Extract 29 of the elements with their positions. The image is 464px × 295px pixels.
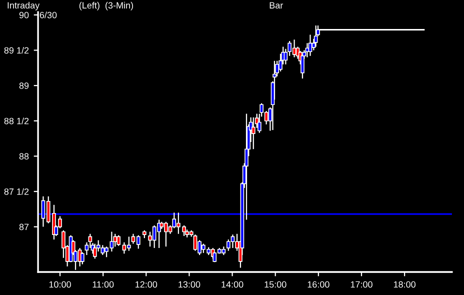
- text: Intraday: [8, 2, 40, 10]
- y-tick-label: 87: [19, 224, 29, 230]
- x-tick-label: 13:00: [178, 281, 200, 288]
- y-tick-label: 89 1/2: [4, 46, 29, 54]
- x-tick-label: 11:00: [92, 281, 114, 288]
- y-tick-label: 90: [19, 12, 29, 18]
- x-tick-label: 18:00: [394, 281, 416, 288]
- x-tick-label: 10:00: [49, 281, 71, 288]
- candlestick: [308, 34, 312, 56]
- y-tick-label: 89: [19, 82, 29, 89]
- candlestick: [116, 234, 121, 246]
- x-tick-label: 15:00: [264, 281, 286, 288]
- x-tick-label: 17:00: [350, 281, 372, 288]
- candlestick: [92, 243, 97, 260]
- annotation: 6/30: [40, 12, 57, 18]
- text: (Left) (3-Min): [79, 2, 133, 10]
- x-tick-label: 14:00: [222, 281, 244, 288]
- candlestick: [300, 54, 304, 80]
- candlestick: [193, 234, 198, 252]
- y-tick-label: 87 1/2: [4, 188, 29, 195]
- text: Bar: [270, 2, 284, 9]
- y-tick-label: 88 1/2: [4, 118, 29, 124]
- x-tick-label: 12:00: [136, 281, 158, 288]
- y-tick-label: 88: [19, 153, 29, 160]
- x-tick-label: 16:00: [308, 281, 330, 288]
- candlestick: [113, 233, 118, 248]
- candlestick: [126, 236, 131, 252]
- candlestick: [230, 234, 235, 249]
- candlestick: [226, 238, 230, 252]
